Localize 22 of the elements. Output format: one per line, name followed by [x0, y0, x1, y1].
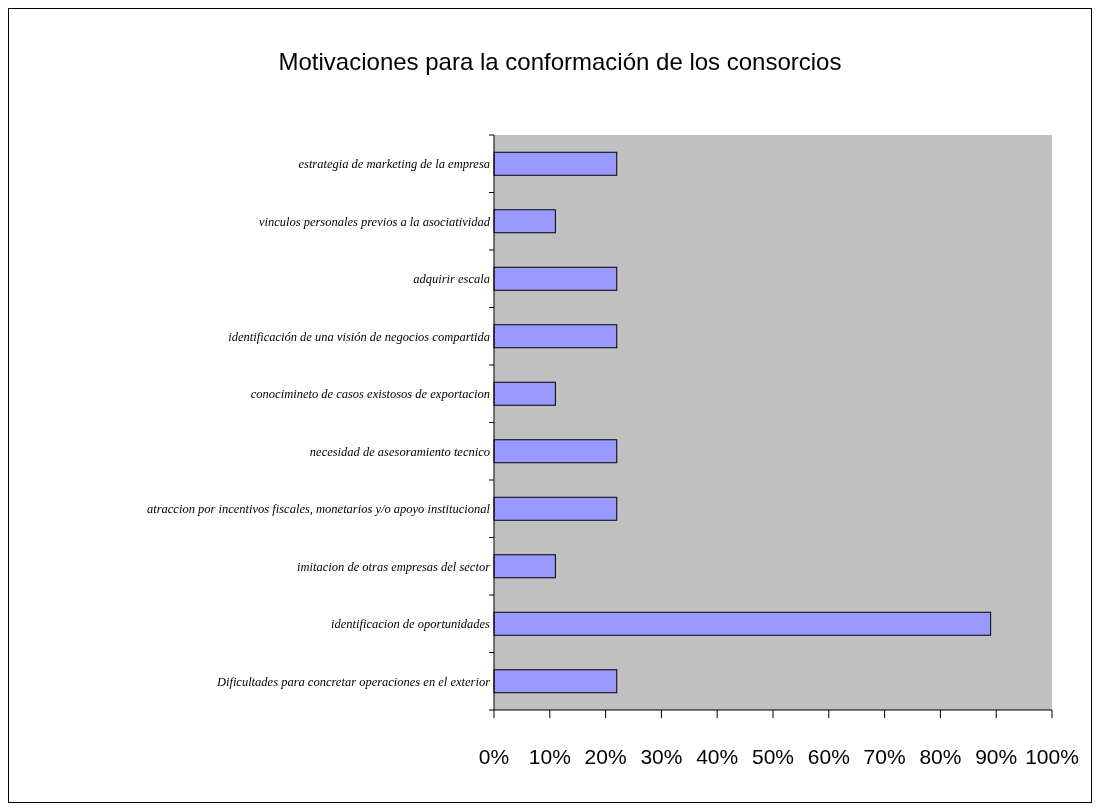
x-tick-label: 90% [975, 745, 1018, 768]
chart-title: Motivaciones para la conformación de los consorcios [278, 48, 842, 75]
x-tick-label: 10% [528, 745, 571, 768]
y-tick-label: necesidad de asesoramiento tecnico [309, 444, 490, 459]
y-tick-label: atraccion por incentivos fiscales, monetarios y/o apoyo institucional [146, 502, 491, 517]
x-tick-label: 0% [478, 745, 510, 768]
y-tick-label: identificación de una visión de negocios compartida [228, 329, 490, 344]
y-tick-label: vinculos personales previos a la asociatividad [258, 214, 491, 229]
x-tick-label: 80% [919, 745, 962, 768]
y-tick-label: adquirir escala [413, 272, 490, 287]
x-tick-label: 100% [1025, 745, 1079, 768]
y-tick-label: imitacion de otras empresas del sector [297, 559, 491, 574]
x-tick-label: 20% [584, 745, 627, 768]
x-tick-label: 70% [863, 745, 906, 768]
y-tick-label: identificacion de oportunidades [330, 617, 491, 632]
x-tick-label: 30% [640, 745, 683, 768]
x-tick-label: 40% [696, 745, 739, 768]
x-tick-label: 60% [807, 745, 850, 768]
x-tick-label: 50% [751, 745, 795, 768]
y-tick-label: conocimineto de casos existosos de exportacion [250, 387, 490, 402]
y-tick-label: Dificultades para concretar operaciones en el exterior [215, 674, 491, 689]
y-tick-label: estrategia de marketing de la empresa [298, 157, 490, 172]
